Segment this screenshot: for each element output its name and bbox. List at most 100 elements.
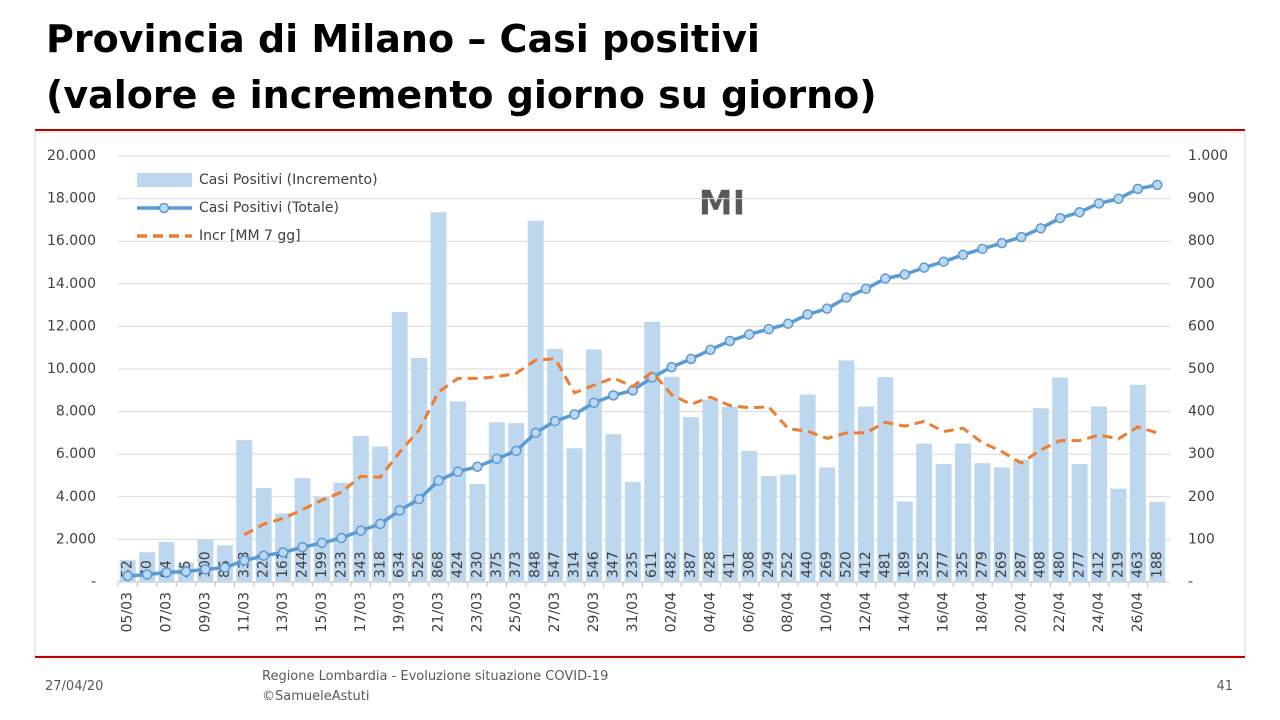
line-marker [918,262,930,273]
value-label: 199 [314,551,330,578]
bar [411,357,428,582]
value-label: 318 [372,551,388,578]
bar [780,474,797,582]
line-marker [763,323,775,335]
value-label: 347 [605,551,621,578]
value-label: 230 [469,551,485,578]
bar [391,311,408,582]
y2-tick-label: 200 [1188,489,1215,505]
y-tick-label: 14.000 [47,276,96,292]
x-tick-label: 26/04 [1130,592,1146,632]
value-label: 412 [1091,551,1107,578]
value-label: 235 [625,551,641,578]
legend-label: Casi Positivi (Incremento) [199,172,378,188]
y-tick-label: 16.000 [47,233,96,249]
x-tick-label: 31/03 [625,592,641,632]
y2-tick-label: 500 [1188,361,1215,377]
bar [916,443,933,582]
page-number: 41 [1216,679,1233,694]
bar [935,463,952,582]
value-label: 375 [489,551,505,578]
bar [547,348,564,582]
line-marker [491,453,503,465]
value-label: 424 [450,551,466,578]
value-label: 373 [508,551,524,578]
y-tick-label: 6.000 [56,446,96,462]
x-tick-label: 16/04 [936,592,952,632]
line-marker [122,570,133,582]
y-tick-label: 20.000 [47,148,96,164]
bar [605,434,622,582]
x-tick-label: 07/03 [159,592,175,632]
bar [838,360,855,582]
y-tick-label: - [91,574,96,590]
y2-tick-label: 100 [1188,531,1215,547]
y2-tick-label: 600 [1188,318,1215,334]
line-marker [1074,206,1085,218]
value-label: 189 [897,551,913,578]
bar [721,406,738,582]
line-marker [685,353,697,365]
line-marker [841,292,852,303]
y2-tick-label: 900 [1188,191,1215,207]
line-marker [549,415,561,427]
value-label: 287 [1013,551,1029,578]
bar [1149,501,1166,582]
bar [741,450,758,582]
y-tick-label: 18.000 [47,191,96,207]
bar [527,220,544,582]
value-label: 387 [683,551,699,578]
y2-tick-label: 800 [1188,233,1215,249]
line-marker [1035,223,1046,234]
line-marker [1152,179,1163,191]
line-marker [802,309,813,320]
line-marker [1113,193,1124,204]
value-label: 249 [761,551,777,578]
value-label: 325 [955,551,971,578]
bar [955,443,971,582]
footer-source: Regione Lombardia - Evoluzione situazion… [262,669,608,684]
bar [760,475,777,582]
bar [1013,459,1030,582]
x-tick-label: 18/04 [974,592,990,632]
bar [857,406,874,582]
line-marker [588,397,600,409]
line-marker [860,283,872,295]
value-label: 269 [994,551,1010,578]
value-label: 440 [800,551,816,578]
line-marker [297,541,308,553]
value-label: 428 [702,551,718,578]
x-tick-label: 20/04 [1013,592,1029,632]
value-label: 219 [1110,551,1126,578]
line-marker [608,390,619,401]
line-marker [1093,198,1105,209]
line-marker [1016,231,1027,243]
x-tick-label: 10/04 [819,592,835,632]
line-marker [510,445,522,457]
bar [372,446,389,582]
value-label: 411 [722,551,738,578]
x-tick-label: 27/03 [547,592,563,632]
value-label: 314 [567,551,583,578]
bar [799,394,816,582]
line-marker [375,518,386,530]
bar [1032,408,1049,582]
x-tick-label: 12/04 [858,592,874,632]
value-label: 408 [1033,551,1049,578]
line-marker [938,256,949,267]
annotation: MI [699,184,745,224]
legend-swatch [137,173,192,187]
line-marker [1054,212,1066,224]
value-label: 520 [838,551,854,578]
bar [896,501,913,582]
value-label: 481 [877,551,893,578]
value-label: 547 [547,551,563,578]
line-marker [744,329,755,340]
legend-label: Casi Positivi (Totale) [199,200,339,216]
bar [352,435,369,582]
line-marker [394,505,405,516]
line-marker [413,493,425,505]
line-marker [336,532,347,544]
bar [644,321,661,582]
